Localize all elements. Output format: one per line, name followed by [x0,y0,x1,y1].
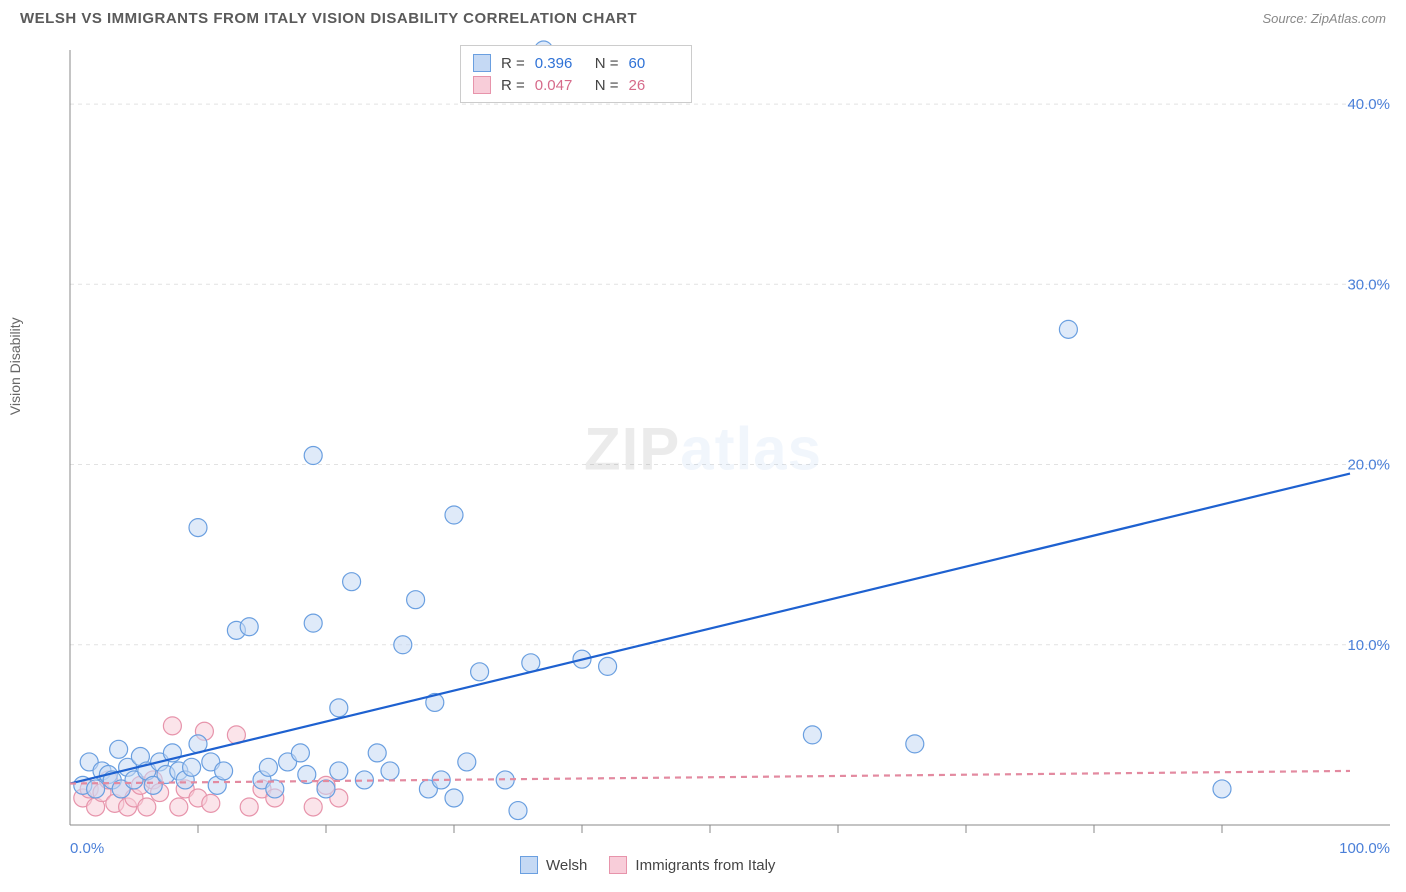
stats-row-welsh: R = 0.396 N = 60 [473,52,679,74]
n-label: N = [595,77,619,94]
svg-text:0.0%: 0.0% [70,840,104,857]
svg-text:40.0%: 40.0% [1347,96,1390,113]
legend-item-welsh: Welsh [520,856,587,874]
r-label: R = [501,55,525,72]
scatter-chart: 10.0% 20.0% 30.0% 40.0% 0.0% 100.0% [20,40,1406,870]
source-credit: Source: ZipAtlas.com [1262,11,1386,26]
n-label: N = [595,55,619,72]
stats-row-italy: R = 0.047 N = 26 [473,74,679,96]
chart-container: Vision Disability 10.0%20.0%30.0%40.0%0.… [20,40,1386,872]
svg-text:30.0%: 30.0% [1347,276,1390,293]
legend-label: Welsh [546,857,587,874]
swatch-icon [609,856,627,874]
swatch-icon [473,76,491,94]
chart-title: WELSH VS IMMIGRANTS FROM ITALY VISION DI… [20,10,637,27]
r-value: 0.396 [535,55,585,72]
r-value: 0.047 [535,77,585,94]
legend-item-italy: Immigrants from Italy [609,856,775,874]
series-legend: Welsh Immigrants from Italy [520,856,775,874]
svg-text:100.0%: 100.0% [1339,840,1390,857]
n-value: 26 [629,77,679,94]
svg-text:20.0%: 20.0% [1347,457,1390,474]
correlation-stats-box: R = 0.396 N = 60 R = 0.047 N = 26 [460,45,692,103]
swatch-icon [473,54,491,72]
svg-text:10.0%: 10.0% [1347,637,1390,654]
legend-label: Immigrants from Italy [635,857,775,874]
r-label: R = [501,77,525,94]
swatch-icon [520,856,538,874]
y-axis-label: Vision Disability [7,317,23,415]
n-value: 60 [629,55,679,72]
